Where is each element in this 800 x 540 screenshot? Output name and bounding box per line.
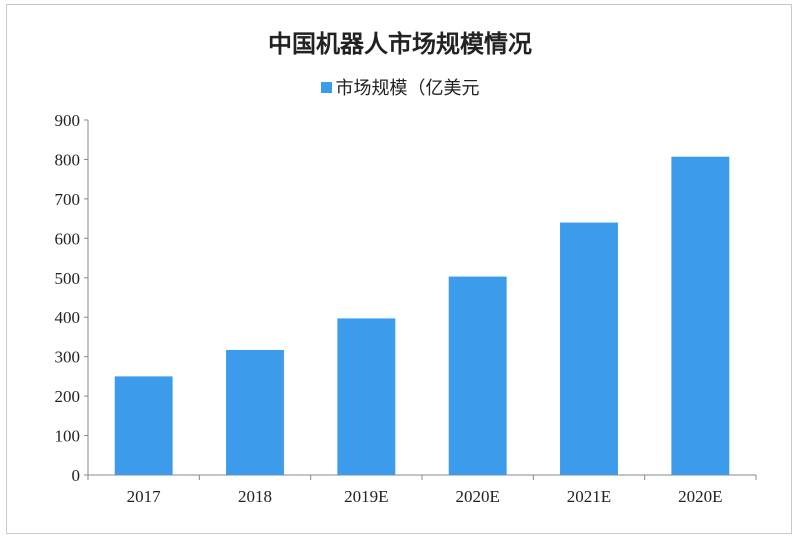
legend: 市场规模（亿美元 [0,74,800,100]
y-tick-label: 600 [55,229,81,248]
bar-2017 [114,376,173,475]
x-tick-label: 2020E [678,487,722,506]
x-tick-label: 2021E [567,487,611,506]
y-tick-label: 700 [55,190,81,209]
y-tick-label: 300 [55,348,81,367]
y-tick-label: 200 [55,387,81,406]
chart-frame [6,4,792,534]
x-tick-label: 2019E [344,487,388,506]
bar-2020E [671,156,730,475]
chart-title: 中国机器人市场规模情况 [268,30,532,58]
x-tick-label: 2018 [238,487,272,506]
bar-2021E [560,222,618,475]
y-tick-label: 500 [55,269,81,288]
y-tick-label: 100 [55,427,81,446]
y-tick-label: 900 [55,111,81,130]
legend-label: 市场规模（亿美元 [335,78,480,99]
bar-2019E [337,318,396,475]
legend-swatch [320,82,332,93]
bar-2020E [448,276,507,475]
y-tick-label: 400 [55,308,81,327]
y-tick-label: 0 [72,466,81,485]
bar-2018 [226,349,284,475]
x-tick-label: 2020E [455,487,499,506]
y-tick-label: 800 [55,150,81,169]
x-tick-label: 2017 [127,487,162,506]
